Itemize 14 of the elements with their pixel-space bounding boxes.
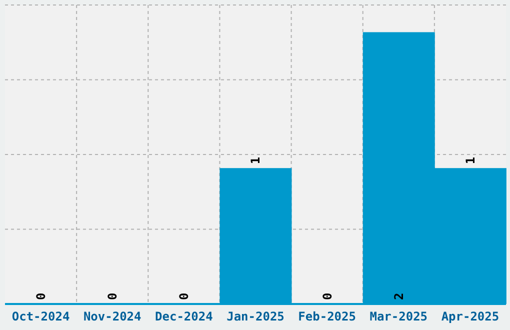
x-tick-label: Mar-2025 (370, 310, 428, 324)
data-label: 1 (463, 156, 478, 164)
x-tick-label: Jan-2025 (226, 310, 284, 324)
data-label: 1 (248, 156, 263, 164)
x-tick-label: Feb-2025 (298, 310, 356, 324)
data-label: 0 (106, 292, 120, 300)
x-tick-label: Dec-2024 (155, 310, 213, 324)
data-label: 0 (177, 292, 192, 300)
data-label: 2 (392, 292, 406, 300)
x-tick-label: Nov-2024 (83, 310, 142, 324)
x-tick-label: Oct-2024 (12, 310, 70, 324)
data-label: 0 (34, 292, 48, 300)
data-label: 0 (320, 292, 334, 300)
x-tick-label: Apr-2025 (441, 310, 500, 324)
